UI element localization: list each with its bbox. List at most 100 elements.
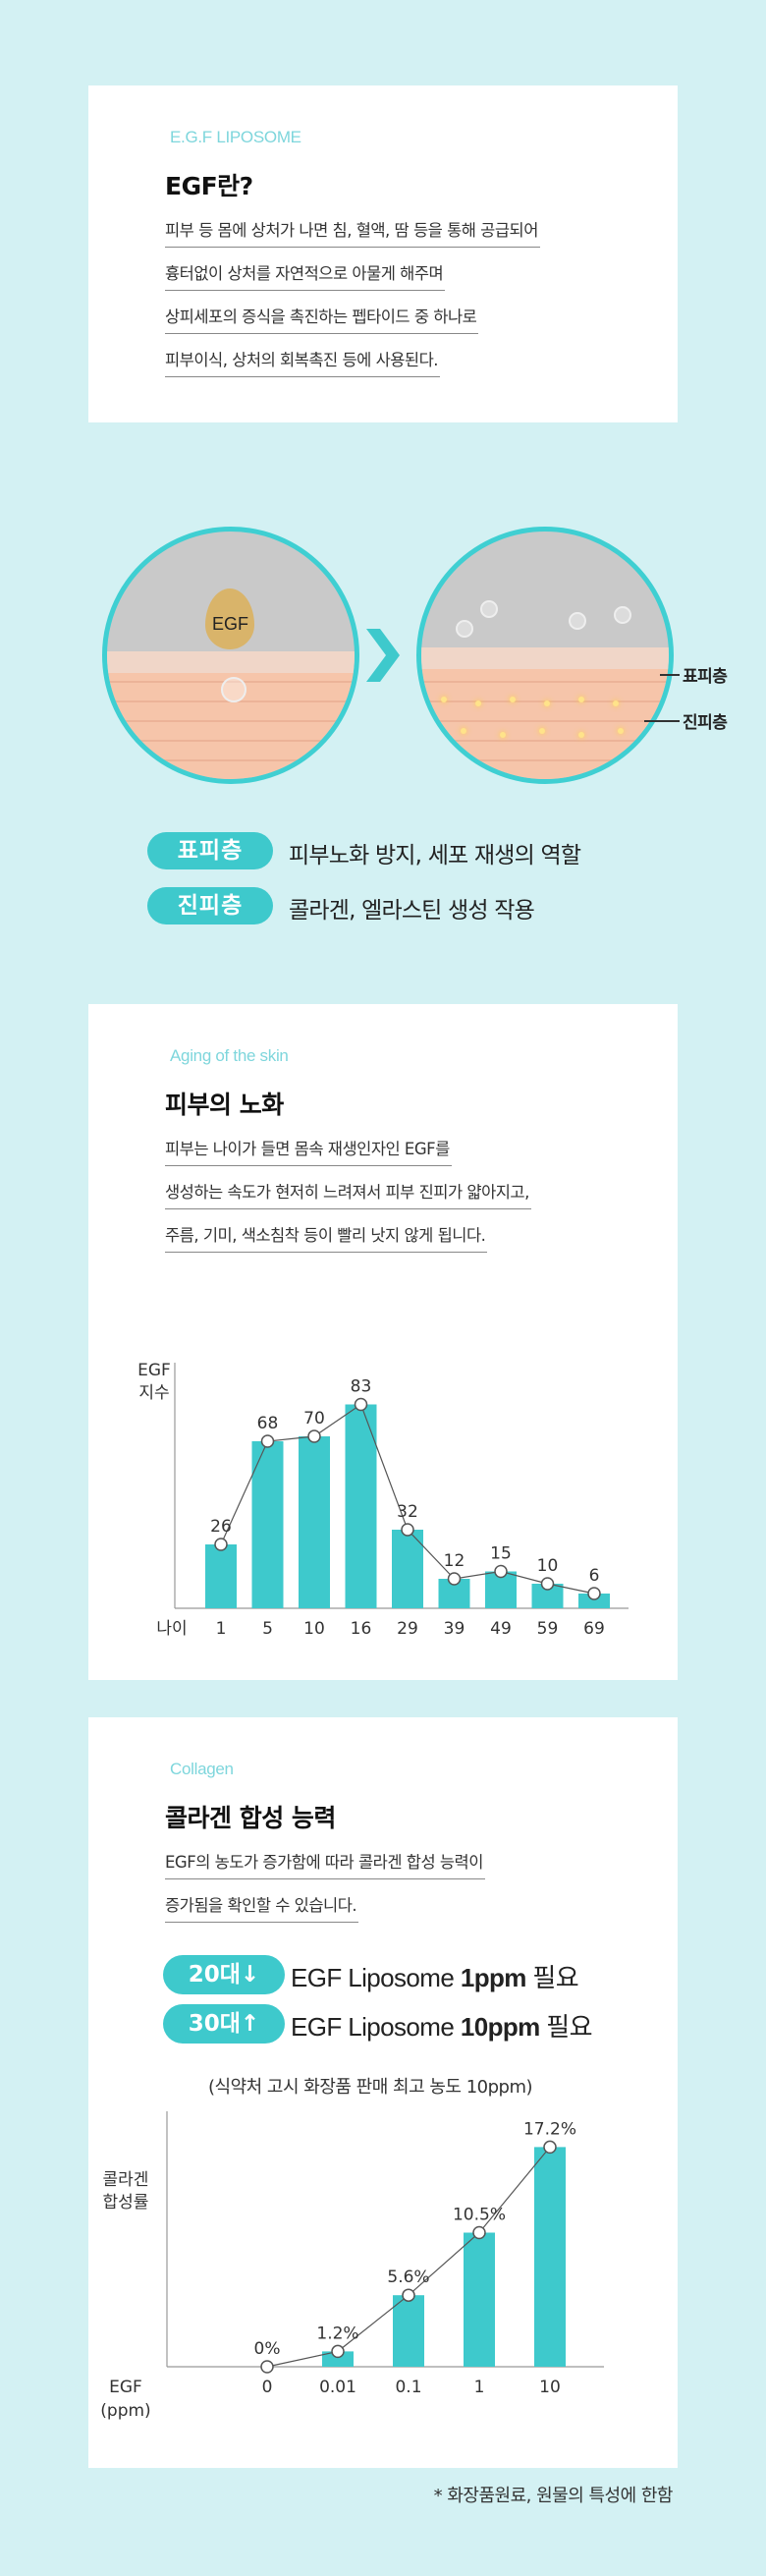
y-axis-label: 콜라겐 <box>103 2170 149 2190</box>
data-point <box>354 1397 368 1412</box>
skin-surface-before <box>107 651 355 673</box>
chart-bar <box>578 1594 610 1608</box>
x-tick-label: 10 <box>539 2378 561 2397</box>
glow-dot <box>613 700 619 706</box>
y-axis-label: EGF <box>137 1361 171 1380</box>
collagen-eyebrow: Collagen <box>170 1760 234 1778</box>
data-point <box>402 2288 415 2302</box>
glow-dot <box>539 728 545 734</box>
y-axis-label: 지수 <box>138 1383 169 1403</box>
x-axis-label: EGF <box>109 2378 142 2397</box>
data-label: 5.6% <box>387 2268 429 2287</box>
data-label: 0% <box>254 2339 281 2359</box>
requirement-prefix: EGF Liposome <box>291 2012 461 2042</box>
data-point <box>472 2225 486 2240</box>
x-axis-label: 나이 <box>156 1619 187 1639</box>
data-label: 26 <box>210 1517 232 1537</box>
x-tick-label: 49 <box>490 1619 512 1639</box>
data-point <box>543 2140 557 2155</box>
x-tick-label: 0.01 <box>319 2378 356 2397</box>
epidermis-role-text: 피부노화 방지, 세포 재생의 역할 <box>289 843 581 868</box>
chart-bar <box>299 1436 330 1608</box>
egf-desc-line-2: 흉터없이 상처를 자연적으로 아물게 해주며 <box>165 263 446 291</box>
egf-drop-icon <box>205 588 254 649</box>
egf-drop-label: EGF <box>212 614 249 634</box>
data-point <box>260 1434 275 1448</box>
data-point <box>447 1572 462 1586</box>
requirement-amount: 10ppm <box>460 2012 540 2042</box>
glow-dot <box>461 728 466 734</box>
skin-aging-card: Aging of the skin 피부의 노화 피부는 나이가 들면 몸속 재… <box>88 1004 678 1680</box>
data-point <box>401 1523 414 1537</box>
dermis-role-text: 콜라겐, 엘라스틴 생성 작용 <box>289 898 535 924</box>
x-tick-label: 0 <box>262 2378 273 2397</box>
egf-title: EGF란? <box>165 172 253 200</box>
skin-surface-after <box>421 647 669 669</box>
x-tick-label: 10 <box>303 1619 325 1639</box>
chart-bar <box>251 1441 284 1608</box>
glow-dot <box>618 728 624 734</box>
chart-bar <box>534 2147 566 2367</box>
data-point <box>214 1538 228 1551</box>
requirement-prefix: EGF Liposome <box>291 1963 461 1992</box>
glow-dot <box>578 697 584 702</box>
regulation-note: (식약처 고시 화장품 판매 최고 농도 10ppm) <box>208 2077 533 2098</box>
data-label: 17.2% <box>523 2119 576 2139</box>
collagen-desc-line-2: 증가됨을 확인할 수 있습니다. <box>165 1895 359 1923</box>
glow-dot <box>500 732 506 738</box>
data-label: 12 <box>444 1551 465 1571</box>
data-label: 83 <box>351 1377 372 1397</box>
data-label: 15 <box>490 1544 512 1564</box>
egf-description: 피부 등 몸에 상처가 나면 침, 혈액, 땀 등을 통해 공급되어 흉터없이 … <box>165 220 607 393</box>
requirement-suffix: 필요 <box>525 1963 579 1992</box>
data-point <box>587 1587 601 1600</box>
data-point <box>540 1577 555 1591</box>
x-axis-label: (ppm) <box>100 2401 150 2421</box>
data-label: 6 <box>589 1566 600 1586</box>
aging-desc-line-2: 생성하는 속도가 현저히 느려져서 피부 진피가 얇아지고, <box>165 1182 531 1209</box>
age-30s-badge: 30대↑ <box>163 2004 285 2044</box>
aging-description: 피부는 나이가 들면 몸속 재생인자인 EGF를 생성하는 속도가 현저히 느려… <box>165 1139 627 1268</box>
x-tick-label: 59 <box>537 1619 559 1639</box>
data-point <box>494 1564 508 1579</box>
epidermis-pointer <box>660 674 680 676</box>
chart-bar <box>345 1404 377 1608</box>
glow-dot <box>544 700 550 706</box>
data-label: 10.5% <box>453 2206 506 2225</box>
x-tick-label: 1 <box>216 1619 227 1639</box>
data-label: 32 <box>397 1502 418 1522</box>
glow-dot <box>441 697 447 702</box>
glow-dot <box>578 732 584 738</box>
skin-layers-after <box>421 669 669 779</box>
data-label: 68 <box>257 1414 279 1433</box>
bubble-icon <box>456 620 473 638</box>
requirement-suffix: 필요 <box>539 2012 592 2042</box>
x-tick-label: 1 <box>474 2378 485 2397</box>
y-axis-label: 합성률 <box>103 2193 149 2212</box>
chart-bar <box>392 1530 423 1608</box>
egf-intro-card: E.G.F LIPOSOME EGF란? 피부 등 몸에 상처가 나면 침, 혈… <box>88 85 678 422</box>
dermis-label: 진피층 <box>683 713 728 733</box>
chart-bar <box>393 2295 424 2367</box>
x-tick-label: 5 <box>262 1619 273 1639</box>
x-tick-label: 69 <box>583 1619 605 1639</box>
data-point <box>331 2344 345 2359</box>
aging-title: 피부의 노화 <box>165 1091 284 1119</box>
dermis-pointer <box>644 720 680 722</box>
skin-illustration-after <box>416 527 674 784</box>
age-20s-requirement: EGF Liposome 1ppm 필요 <box>291 1958 579 1994</box>
x-tick-label: 0.1 <box>395 2378 421 2397</box>
egf-desc-line-3: 상피세포의 증식을 촉진하는 펩타이드 중 하나로 <box>165 307 479 334</box>
data-point <box>307 1429 321 1443</box>
egf-desc-line-1: 피부 등 몸에 상처가 나면 침, 혈액, 땀 등을 통해 공급되어 <box>165 220 540 248</box>
data-point <box>260 2360 274 2374</box>
requirement-amount: 1ppm <box>460 1963 527 1992</box>
chart-bar <box>464 2232 495 2367</box>
egf-desc-line-4: 피부이식, 상처의 회복촉진 등에 사용된다. <box>165 350 441 377</box>
dermis-badge: 진피층 <box>147 887 273 924</box>
skin-illustration-before: EGF <box>102 527 359 784</box>
collagen-description: EGF의 농도가 증가함에 따라 콜라겐 합성 능력이 증가됨을 확인할 수 있… <box>165 1852 607 1938</box>
age-20s-badge: 20대↓ <box>163 1955 285 1994</box>
